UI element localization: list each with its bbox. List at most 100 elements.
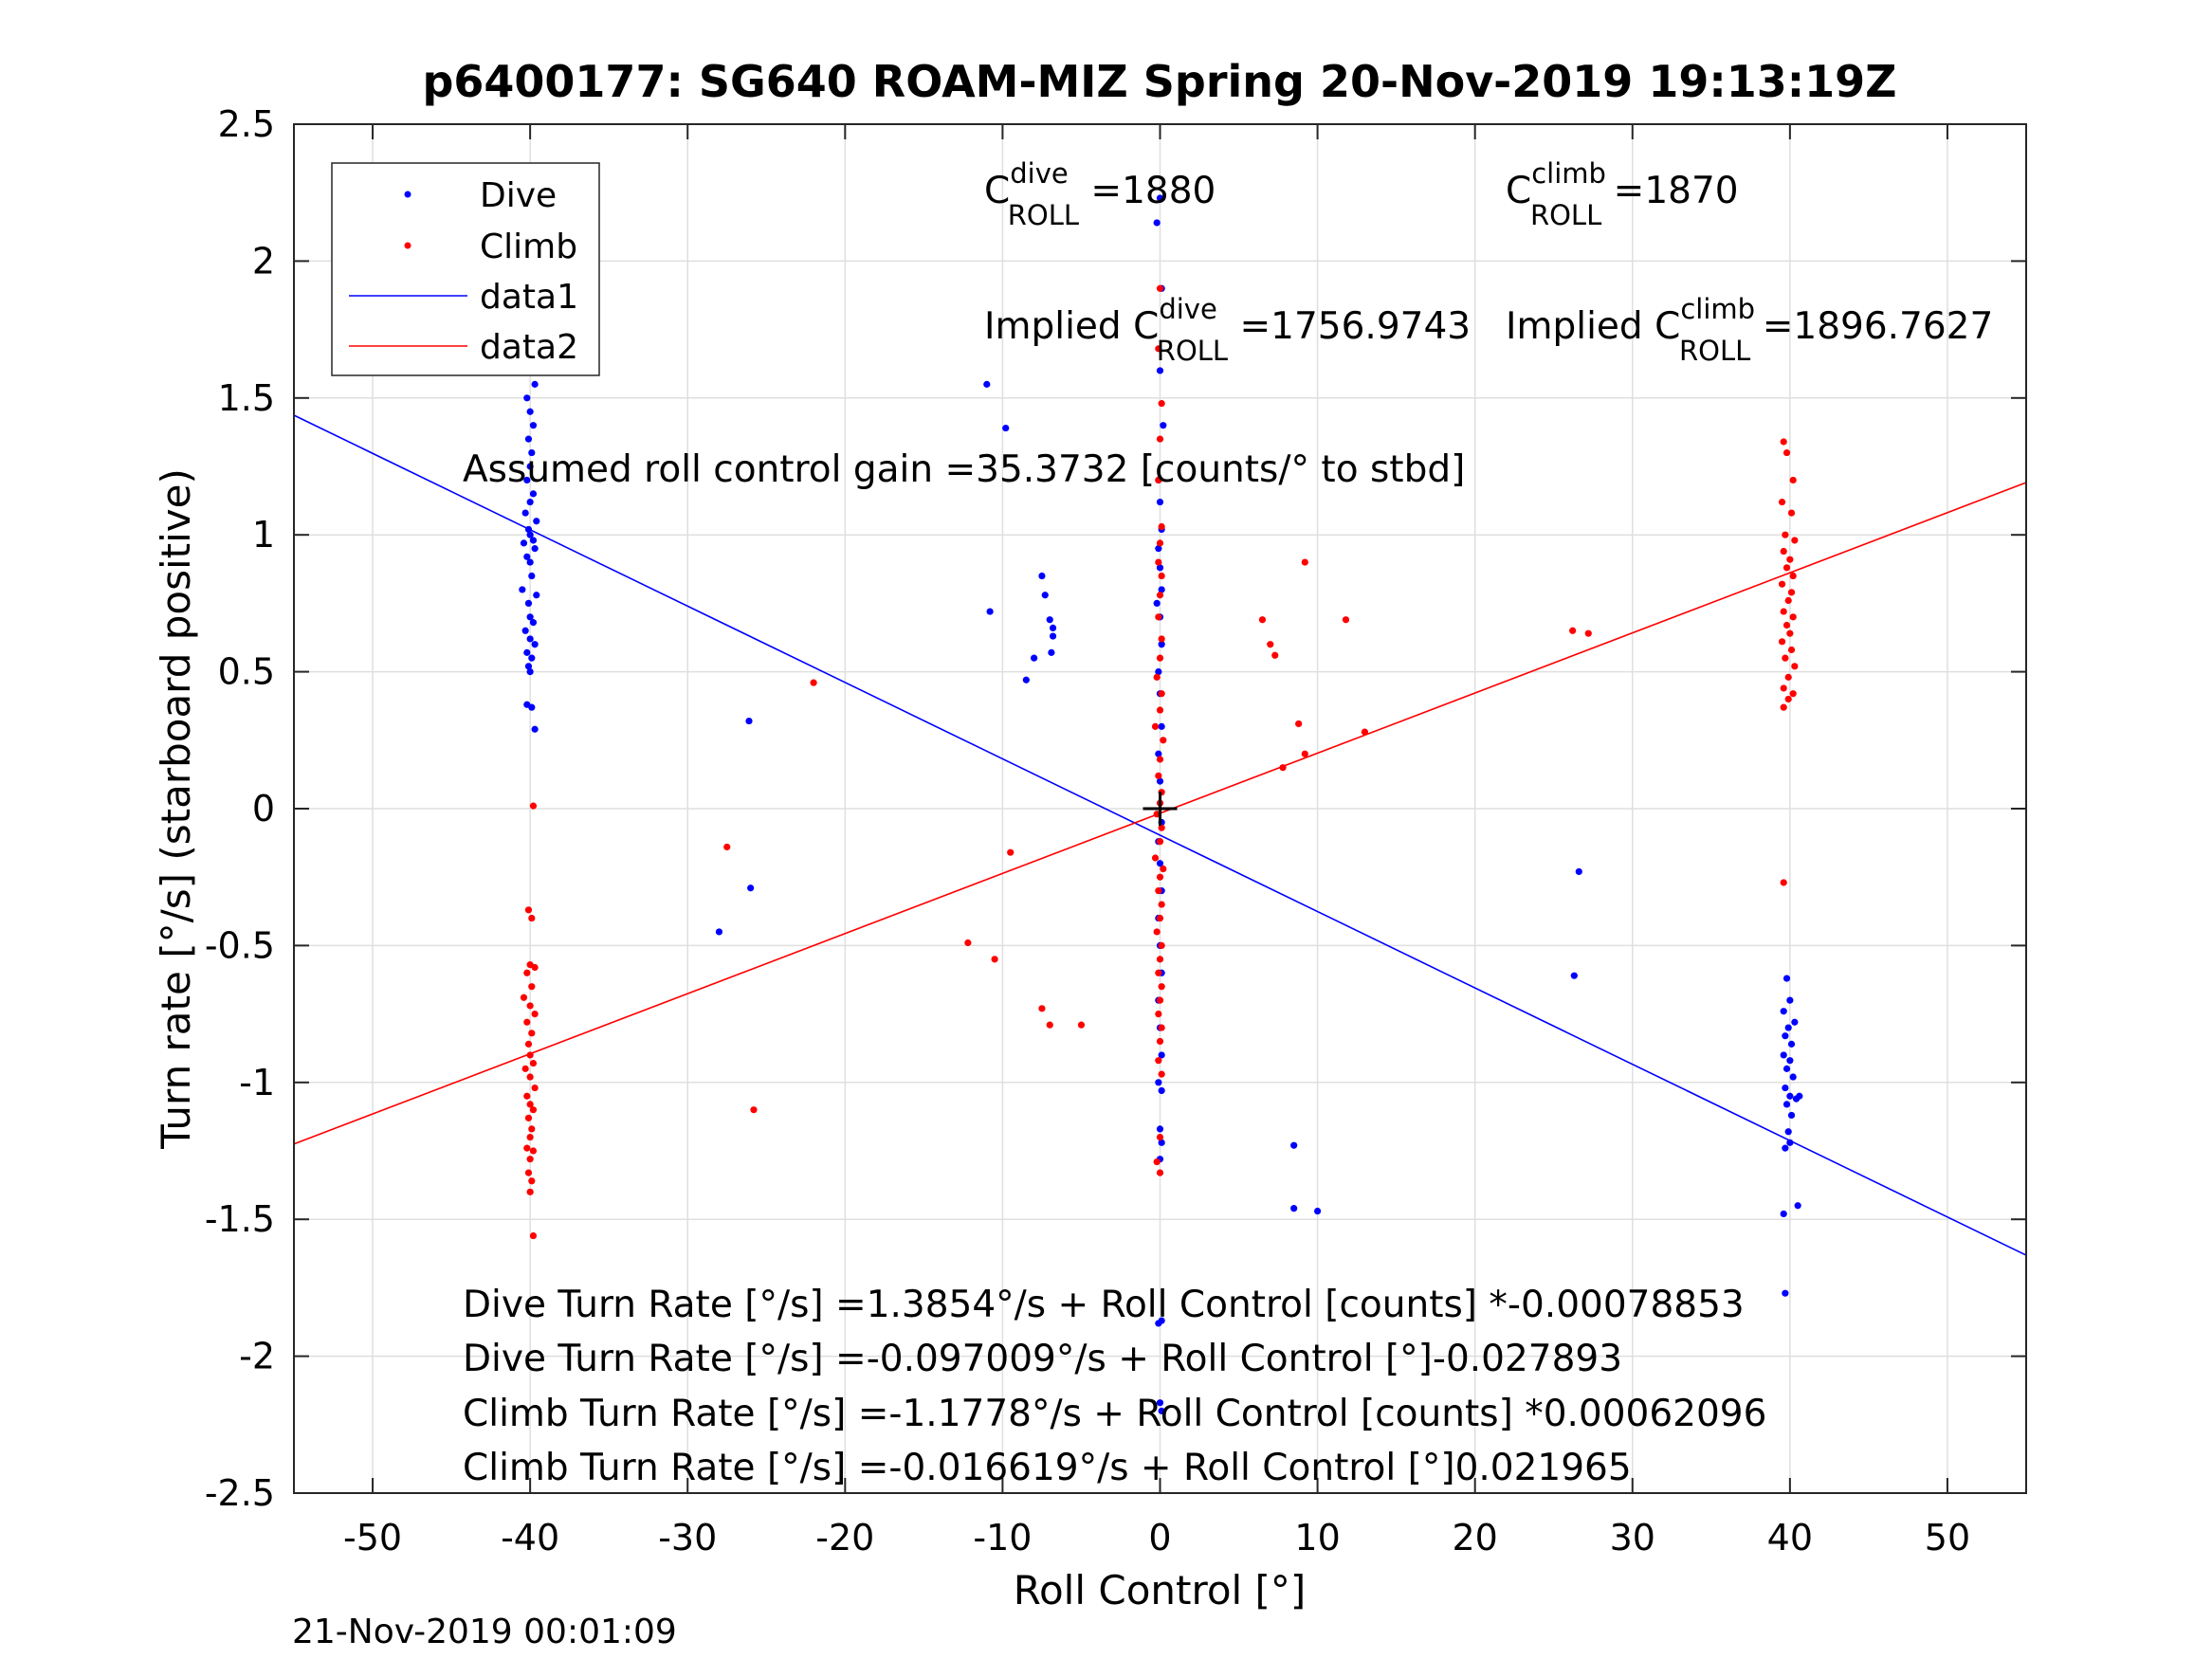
data-point-dive	[524, 435, 533, 443]
data-point-climb	[1787, 646, 1796, 654]
data-point-dive	[1290, 1205, 1298, 1212]
data-point-climb	[1156, 1169, 1164, 1176]
data-point-climb	[524, 1040, 533, 1048]
data-point-dive	[1049, 632, 1057, 640]
annotation-equation-2: Dive Turn Rate [°/s] =-0.097009°/s + Rol…	[463, 1338, 1622, 1380]
data-point-climb	[529, 802, 538, 810]
data-point-dive	[1782, 1101, 1791, 1108]
data-point-dive	[519, 586, 526, 593]
x-tick-label: 20	[1453, 1517, 1498, 1559]
data-point-climb	[1267, 641, 1274, 648]
x-tick-label: -40	[501, 1517, 559, 1559]
data-point-dive	[1153, 599, 1161, 608]
data-point-dive	[1784, 1024, 1792, 1031]
annotation-implied-dive: Implied Cdive ROLL =1756.9743	[984, 293, 1471, 367]
data-point-dive	[1787, 1111, 1796, 1120]
data-points	[519, 194, 1803, 1414]
data-point-climb	[526, 1188, 534, 1195]
y-tick-label: -0.5	[205, 924, 275, 966]
data-point-dive	[521, 509, 529, 517]
data-point-dive	[528, 703, 536, 711]
x-tick-label: -30	[658, 1517, 717, 1559]
annotation-equation-1: Dive Turn Rate [°/s] =1.3854°/s + Roll C…	[463, 1284, 1745, 1326]
y-tick-label: 2	[252, 240, 275, 282]
data-point-dive	[1160, 422, 1167, 429]
data-point-dive	[1782, 1084, 1789, 1092]
data-point-climb	[1789, 572, 1797, 580]
data-point-dive	[1155, 750, 1162, 757]
data-point-dive	[1782, 1144, 1789, 1152]
data-point-climb	[529, 1106, 538, 1114]
data-point-dive	[1022, 676, 1030, 684]
data-point-dive	[520, 539, 528, 547]
data-point-climb	[1784, 695, 1792, 703]
data-point-climb	[1158, 572, 1165, 580]
data-point-dive	[715, 928, 723, 936]
data-point-dive	[1002, 424, 1010, 432]
x-tick-label: 50	[1925, 1517, 1970, 1559]
data-point-dive	[531, 380, 539, 388]
data-point-climb	[1789, 613, 1797, 621]
data-point-dive	[1153, 219, 1161, 227]
data-point-dive	[1031, 654, 1038, 662]
data-point-dive	[1156, 564, 1164, 572]
data-point-dive	[531, 725, 539, 733]
annotation-equation-4: Climb Turn Rate [°/s] =-0.016619°/s + Ro…	[463, 1447, 1632, 1489]
data-point-climb	[1156, 592, 1164, 599]
y-tick-label: 1	[252, 514, 275, 556]
data-point-climb	[1789, 476, 1797, 484]
data-point-climb	[1791, 663, 1799, 670]
y-tick-label: 0.5	[218, 651, 275, 693]
data-point-climb	[1038, 1005, 1046, 1012]
chart-title: p6400177: SG640 ROAM-MIZ Spring 20-Nov-2…	[422, 56, 1896, 107]
data-point-climb	[1156, 838, 1164, 846]
data-point-climb	[1160, 865, 1167, 873]
data-point-climb	[1782, 448, 1791, 457]
data-point-climb	[524, 906, 533, 914]
x-tick-label: -50	[343, 1517, 402, 1559]
data-point-climb	[1156, 1133, 1164, 1141]
data-point-dive	[1290, 1141, 1298, 1149]
data-point-climb	[1780, 684, 1787, 692]
data-point-dive	[1792, 1095, 1801, 1103]
data-point-climb	[1784, 673, 1792, 681]
data-point-climb	[1778, 498, 1786, 506]
data-point-climb	[1153, 928, 1161, 936]
data-point-climb	[523, 1018, 531, 1026]
data-point-climb	[531, 1011, 539, 1018]
data-point-dive	[1158, 1086, 1165, 1095]
data-point-dive	[1786, 1092, 1794, 1100]
data-point-climb	[1158, 941, 1165, 950]
data-point-climb	[523, 1092, 531, 1100]
data-point-dive	[1156, 1125, 1164, 1133]
origin-marker	[1143, 792, 1178, 826]
data-point-climb	[1153, 1158, 1161, 1166]
data-point-dive	[1780, 1051, 1787, 1059]
y-tick-label: 2.5	[218, 103, 275, 145]
x-tick-label: -20	[815, 1517, 874, 1559]
data-point-dive	[1158, 1051, 1165, 1059]
data-point-dive	[528, 654, 536, 662]
data-point-dive	[1784, 1128, 1792, 1136]
data-point-climb	[810, 679, 817, 686]
data-point-dive	[526, 498, 534, 506]
data-point-climb	[521, 1065, 529, 1072]
data-point-dive	[1049, 624, 1057, 631]
data-point-climb	[1158, 522, 1165, 531]
data-point-climb	[1156, 914, 1164, 922]
data-point-dive	[1156, 367, 1164, 374]
data-point-climb	[1007, 848, 1015, 856]
x-tick-label: 40	[1767, 1517, 1813, 1559]
data-point-climb	[1782, 564, 1791, 572]
legend-label-data2: data2	[480, 328, 578, 367]
data-point-dive	[1794, 1202, 1801, 1210]
data-point-climb	[1584, 629, 1592, 637]
data-point-climb	[750, 1106, 758, 1114]
data-point-climb	[1782, 531, 1789, 538]
x-tick-label: -10	[973, 1517, 1032, 1559]
data-point-climb	[528, 1125, 536, 1133]
data-point-dive	[526, 463, 534, 470]
data-point-dive	[523, 394, 531, 402]
legend-box	[331, 162, 600, 376]
tick-labels: -50 -40 -30 -20 -10 0 10 20 30 40 50 2.5 2 1.5 1 0.5 0 -0…	[205, 103, 1970, 1559]
